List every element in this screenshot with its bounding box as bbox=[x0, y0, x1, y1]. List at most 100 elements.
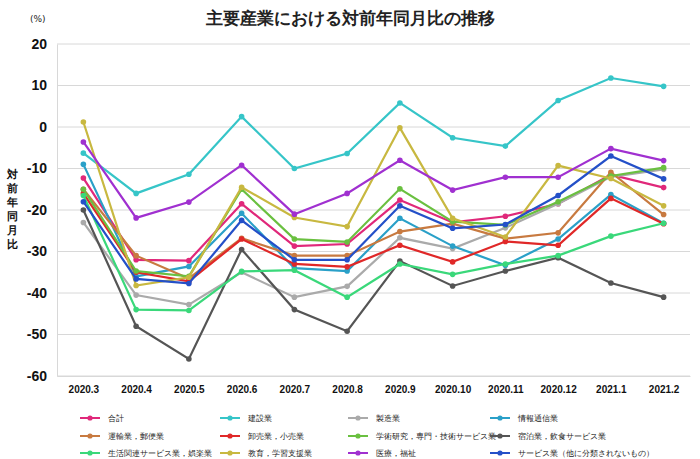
y-tick-label: -50 bbox=[27, 326, 47, 342]
series-point bbox=[133, 276, 139, 282]
legend-item: 製造業 bbox=[348, 414, 400, 423]
series-point bbox=[450, 259, 456, 265]
series-point bbox=[555, 236, 561, 242]
series-point bbox=[397, 197, 403, 203]
series-point bbox=[397, 157, 403, 163]
series-point bbox=[608, 146, 614, 152]
series bbox=[81, 119, 667, 288]
series bbox=[81, 165, 667, 279]
y-tick: -40 bbox=[27, 285, 57, 301]
series-point bbox=[661, 176, 667, 182]
x-tick-label: 2021.2 bbox=[649, 384, 680, 395]
series-point bbox=[608, 153, 614, 159]
legend-label: サービス業（他に分類されないもの） bbox=[518, 449, 654, 458]
series bbox=[81, 193, 667, 314]
x-tick: 2020.8 bbox=[332, 376, 363, 395]
legend-marker bbox=[227, 450, 232, 455]
series-point bbox=[555, 174, 561, 180]
y-tick: -30 bbox=[27, 243, 57, 259]
x-tick: 2020.7 bbox=[280, 376, 311, 395]
series-point bbox=[450, 216, 456, 222]
legend-marker bbox=[227, 415, 232, 420]
series-point bbox=[186, 308, 192, 314]
series-point bbox=[344, 294, 350, 300]
series-point bbox=[661, 294, 667, 300]
series-point bbox=[397, 186, 403, 192]
legend: 合計建設業製造業情報通信業運輸業，郵便業卸売業，小売業学術研究，専門・技術サービ… bbox=[80, 414, 654, 458]
series-point bbox=[186, 258, 192, 264]
series-point bbox=[133, 215, 139, 221]
series-point bbox=[661, 84, 667, 90]
legend-item: 卸売業，小売業 bbox=[220, 432, 304, 441]
series-point bbox=[503, 222, 509, 228]
series-point bbox=[661, 220, 667, 226]
series-point bbox=[292, 294, 298, 300]
series-point bbox=[450, 283, 456, 289]
series-point bbox=[81, 150, 87, 156]
series-point bbox=[661, 212, 667, 218]
series-point bbox=[239, 201, 245, 207]
series bbox=[81, 169, 667, 281]
series-point bbox=[133, 323, 139, 329]
legend-label: 宿泊業，飲食サービス業 bbox=[518, 432, 606, 441]
series-line bbox=[83, 122, 663, 286]
x-axis-line bbox=[58, 376, 691, 377]
series-point bbox=[186, 274, 192, 280]
series-point bbox=[608, 176, 614, 182]
series-point bbox=[397, 203, 403, 209]
series-point bbox=[397, 235, 403, 241]
series-point bbox=[239, 269, 245, 275]
series bbox=[81, 167, 667, 308]
series-point bbox=[133, 191, 139, 197]
series-line bbox=[83, 195, 663, 310]
series-point bbox=[133, 292, 139, 298]
series-point bbox=[344, 151, 350, 157]
series-point bbox=[661, 185, 667, 191]
x-tick-label: 2020.4 bbox=[121, 384, 152, 395]
legend-marker bbox=[87, 450, 92, 455]
legend-label: 卸売業，小売業 bbox=[248, 432, 304, 441]
grid bbox=[57, 44, 690, 376]
series-point bbox=[186, 199, 192, 205]
series-point bbox=[81, 119, 87, 125]
legend-label: 生活関連サービス業，娯楽業 bbox=[108, 449, 212, 458]
series-point bbox=[608, 196, 614, 202]
y-tick: 0 bbox=[39, 119, 57, 135]
series-point bbox=[503, 174, 509, 180]
legend-label: 運輸業，郵便業 bbox=[108, 432, 164, 441]
series-point bbox=[555, 199, 561, 205]
x-tick-label: 2020.9 bbox=[385, 384, 416, 395]
series-point bbox=[450, 187, 456, 193]
legend-marker bbox=[497, 433, 502, 438]
legend-item: サービス業（他に分類されないもの） bbox=[490, 449, 654, 458]
x-tick: 2021.2 bbox=[649, 376, 680, 395]
series-point bbox=[344, 224, 350, 230]
series-point bbox=[450, 272, 456, 278]
x-tick-label: 2021.1 bbox=[596, 384, 627, 395]
x-tick: 2020.4 bbox=[121, 376, 152, 395]
y-tick: -50 bbox=[27, 326, 57, 342]
y-tick: -10 bbox=[27, 160, 57, 176]
series-point bbox=[292, 307, 298, 313]
x-tick: 2020.6 bbox=[227, 376, 258, 395]
series-point bbox=[81, 175, 87, 181]
y-tick-label: -20 bbox=[27, 202, 47, 218]
y-tick-label: 10 bbox=[31, 77, 47, 93]
legend-label: 建設業 bbox=[247, 414, 272, 423]
series-point bbox=[503, 268, 509, 274]
legend-label: 医療，福祉 bbox=[376, 449, 416, 458]
series-point bbox=[292, 257, 298, 263]
series-point bbox=[344, 264, 350, 270]
series-point bbox=[239, 114, 245, 120]
x-tick-label: 2020.7 bbox=[280, 384, 311, 395]
y-axis: -60-50-40-30-20-1001020 bbox=[27, 36, 58, 384]
series-point bbox=[239, 184, 245, 190]
legend-label: 学術研究，専門・技術サービス業 bbox=[376, 432, 496, 441]
series-point bbox=[397, 100, 403, 106]
series-point bbox=[239, 211, 245, 217]
y-tick-label: 20 bbox=[31, 36, 47, 52]
series-line bbox=[83, 172, 663, 278]
series-point bbox=[186, 172, 192, 178]
series-point bbox=[186, 281, 192, 287]
grid-line bbox=[57, 251, 690, 252]
